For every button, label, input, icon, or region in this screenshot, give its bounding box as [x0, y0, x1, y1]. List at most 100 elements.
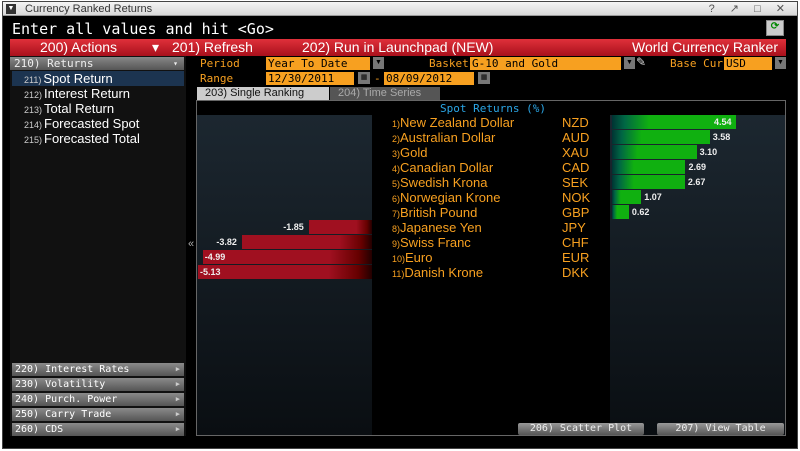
start-date-field[interactable]: 12/30/2011: [266, 72, 354, 85]
launchpad-button[interactable]: 202) Run in Launchpad (NEW): [302, 39, 494, 55]
currency-name: Danish Krone: [404, 265, 484, 280]
basket-dropdown-icon[interactable]: ▼: [624, 57, 635, 69]
basket-label: Basket: [429, 57, 469, 70]
item-label: Spot Return: [43, 71, 113, 86]
bar: [198, 265, 372, 279]
actions-dropdown-icon[interactable]: ▾: [152, 39, 160, 55]
bar-value-label: -1.85: [283, 222, 304, 232]
end-calendar-icon[interactable]: ▦: [478, 72, 490, 84]
bar-value-label: 0.62: [631, 207, 650, 217]
period-label: Period: [200, 57, 240, 70]
item-number: 213): [24, 105, 43, 115]
rank: 2): [392, 134, 401, 144]
actions-button[interactable]: 200) Actions: [40, 39, 118, 55]
ranking-row[interactable]: 11)Danish Krone DKK: [392, 265, 612, 280]
launchpad-icon[interactable]: ⟳: [766, 20, 784, 36]
sidebar-item-forecasted-spot[interactable]: 214) Forecasted Spot: [12, 116, 184, 131]
sidebar-item-spot-return[interactable]: 211) Spot Return: [12, 71, 184, 86]
bar-value-label: 3.58: [712, 132, 731, 142]
currency-code: XAU: [562, 145, 589, 160]
base-curr-dropdown-icon[interactable]: ▼: [775, 57, 786, 69]
sidebar-item-forecasted-total[interactable]: 215) Forecasted Total: [12, 131, 184, 146]
ranking-row[interactable]: 6)Norwegian Krone NOK: [392, 190, 612, 205]
base-curr-field[interactable]: USD: [724, 57, 772, 70]
currency-name: Gold: [400, 145, 428, 160]
sidebar-group-button[interactable]: 250) Carry Trade ▶: [12, 408, 184, 421]
bar-value-label: -3.82: [216, 237, 237, 247]
tab-single-ranking[interactable]: 203) Single Ranking: [197, 87, 329, 100]
ranking-row[interactable]: 4)Canadian Dollar CAD: [392, 160, 612, 175]
period-dropdown-icon[interactable]: ▼: [373, 57, 384, 69]
bar: [202, 250, 372, 264]
collapse-sidebar-button[interactable]: «: [188, 238, 195, 250]
rank: 7): [392, 209, 401, 219]
end-date-field[interactable]: 08/09/2012: [384, 72, 474, 85]
ranking-row[interactable]: 3)Gold XAU: [392, 145, 612, 160]
window-menu-icon[interactable]: ▼: [6, 4, 16, 14]
range-label: Range: [200, 72, 234, 85]
tab-time-series[interactable]: 204) Time Series: [330, 87, 440, 100]
currency-code: DKK: [562, 265, 589, 280]
window-title: Currency Ranked Returns: [25, 3, 153, 15]
edit-pencil-icon[interactable]: ✎: [636, 55, 647, 69]
chevron-right-icon: ▶: [175, 395, 180, 403]
bar: [612, 205, 629, 219]
currency-name: Euro: [405, 250, 433, 265]
sidebar-group-button[interactable]: 220) Interest Rates ▶: [12, 363, 184, 376]
sidebar-group-button[interactable]: 230) Volatility ▶: [12, 378, 184, 391]
bar-value-label: 3.10: [699, 147, 718, 157]
returns-label: 210) Returns: [14, 57, 94, 70]
currency-name: Norwegian Krone: [400, 190, 501, 205]
command-prompt: Enter all values and hit <Go>: [12, 20, 274, 38]
bar: [612, 130, 710, 144]
chevron-right-icon: ▶: [175, 380, 180, 388]
basket-field[interactable]: G-10 and Gold: [470, 57, 621, 70]
bar: [612, 115, 736, 129]
base-curr-label: Base Curr: [670, 57, 730, 70]
item-number: 212): [24, 90, 43, 100]
bar: [612, 190, 642, 204]
returns-dropdown[interactable]: 210) Returns ▾: [10, 57, 184, 70]
chevron-right-icon: ▶: [175, 425, 180, 433]
ranking-row[interactable]: 5)Swedish Krona SEK: [392, 175, 612, 190]
currency-name: New Zealand Dollar: [400, 115, 515, 130]
chart-title: Spot Returns (%): [440, 102, 546, 115]
chevron-right-icon: ▶: [175, 365, 180, 373]
bar: [612, 175, 685, 189]
ranking-row[interactable]: 9)Swiss Franc CHF: [392, 235, 612, 250]
rank: 1): [392, 119, 401, 129]
view-table-button[interactable]: 207) View Table: [657, 423, 784, 435]
rank: 9): [392, 239, 401, 249]
sidebar-item-total-return[interactable]: 213) Total Return: [12, 101, 184, 116]
bar-value-label: 1.07: [644, 192, 662, 202]
currency-name: Canadian Dollar: [400, 160, 494, 175]
currency-name: Japanese Yen: [400, 220, 482, 235]
rank: 5): [392, 179, 401, 189]
bar: [309, 220, 372, 234]
currency-code: SEK: [562, 175, 589, 190]
period-field[interactable]: Year To Date: [266, 57, 370, 70]
ranking-row[interactable]: 7)British Pound GBP: [392, 205, 612, 220]
sidebar-group-button[interactable]: 260) CDS ▶: [12, 423, 184, 436]
sidebar-item-interest-return[interactable]: 212) Interest Return: [12, 86, 184, 101]
rank: 4): [392, 164, 401, 174]
ranking-row[interactable]: 2)Australian Dollar AUD: [392, 130, 612, 145]
ranking-row[interactable]: 10)Euro EUR: [392, 250, 612, 265]
title-bar: ▼ Currency Ranked Returns ? ↗ □ ✕: [3, 2, 797, 16]
bar-value-label: 4.54: [714, 117, 732, 127]
ranking-row[interactable]: 1)New Zealand Dollar NZD: [392, 115, 612, 130]
start-calendar-icon[interactable]: ▦: [358, 72, 370, 84]
currency-name: British Pound: [400, 205, 478, 220]
refresh-button[interactable]: 201) Refresh: [172, 39, 253, 55]
ranking-row[interactable]: 8)Japanese Yen JPY: [392, 220, 612, 235]
scatter-plot-button[interactable]: 206) Scatter Plot: [518, 423, 644, 435]
range-separator: -: [374, 72, 381, 85]
rank: 11): [392, 269, 405, 279]
currency-code: EUR: [562, 250, 590, 265]
currency-code: AUD: [562, 130, 590, 145]
sidebar-group-button[interactable]: 240) Purch. Power ▶: [12, 393, 184, 406]
bar-value-label: 2.69: [688, 162, 706, 172]
chevron-right-icon: ▶: [175, 410, 180, 418]
item-number: 215): [24, 135, 43, 145]
window-controls[interactable]: ? ↗ □ ✕: [708, 3, 791, 15]
